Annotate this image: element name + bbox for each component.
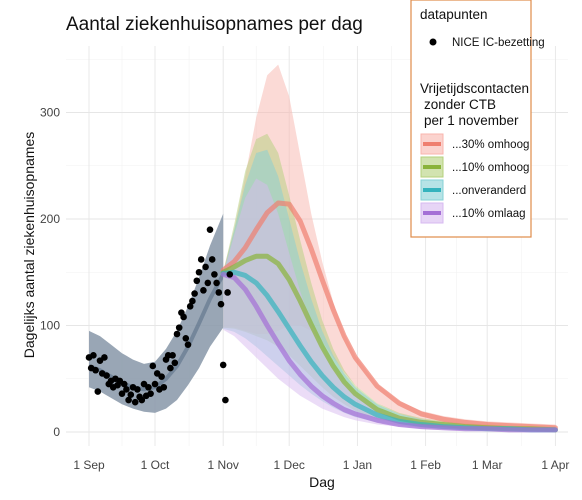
- data-point: [138, 396, 146, 404]
- data-point: [151, 380, 159, 388]
- data-point: [189, 297, 196, 305]
- data-point: [213, 279, 220, 287]
- data-point: [90, 352, 97, 359]
- data-point: [147, 390, 154, 397]
- scenario-line-0: [220, 200, 558, 431]
- y-tick-label: 200: [40, 212, 60, 226]
- x-tick-label: 1 Mar: [472, 458, 503, 472]
- scenario-line-3: [220, 271, 558, 433]
- data-point: [92, 366, 99, 374]
- data-point: [200, 287, 207, 294]
- data-point: [206, 226, 214, 233]
- chart-title: Aantal ziekenhuisopnames per dag: [66, 14, 363, 35]
- legend-series-label: ...10% omhoog: [452, 162, 529, 174]
- data-point: [195, 268, 203, 276]
- data-point: [160, 383, 168, 391]
- x-axis-title: Dag: [309, 474, 335, 490]
- legend-series-label: ...onveranderd: [452, 185, 526, 197]
- y-axis-title: Dagelijks aantal ziekenhuisopnames: [21, 132, 37, 358]
- x-tick-label: 1 Feb: [410, 458, 441, 472]
- data-point: [118, 390, 126, 397]
- historic-fit-band: [89, 213, 224, 413]
- data-point: [149, 362, 157, 370]
- y-tick-label: 100: [40, 319, 60, 333]
- data-point: [222, 396, 229, 404]
- y-tick-label: 0: [53, 425, 60, 439]
- data-point: [215, 289, 223, 296]
- data-point: [120, 380, 128, 388]
- legend-point-marker: [429, 38, 437, 46]
- data-point: [217, 300, 225, 308]
- data-point: [186, 303, 194, 310]
- legend: datapunten NICE IC-bezetting Vrijetijdsc…: [410, 0, 545, 238]
- scenario-band-3: [223, 178, 556, 431]
- legend-scenario-title-3: per 1 november: [424, 113, 519, 128]
- data-point: [184, 341, 192, 348]
- data-point: [127, 391, 135, 399]
- legend-points-title: datapunten: [420, 7, 488, 22]
- y-tick-label: 300: [40, 106, 60, 120]
- data-point: [125, 396, 132, 404]
- data-point: [211, 271, 218, 278]
- data-point: [175, 324, 183, 331]
- x-tick-label: 1 Oct: [141, 458, 170, 472]
- data-point: [158, 373, 165, 380]
- data-point: [103, 372, 110, 379]
- data-point: [169, 352, 176, 359]
- legend-points-label: NICE IC-bezetting: [452, 37, 545, 49]
- x-tick-label: 1 Apr: [541, 458, 569, 472]
- data-point: [226, 271, 234, 278]
- data-point: [193, 277, 201, 285]
- legend-scenario-title-1: Vrijetijdscontacten: [420, 81, 529, 96]
- data-point: [204, 279, 212, 287]
- data-point: [197, 256, 205, 263]
- data-point: [173, 330, 181, 338]
- data-point: [123, 386, 130, 393]
- data-point: [182, 334, 190, 342]
- data-point: [191, 290, 198, 297]
- legend-series-label: ...10% omlaag: [452, 208, 526, 220]
- data-point: [131, 398, 139, 406]
- legend-series-label: ...30% omhoog: [452, 139, 529, 151]
- data-point: [134, 386, 141, 393]
- data-point: [145, 383, 152, 391]
- data-point: [202, 263, 209, 271]
- data-point: [171, 359, 179, 367]
- data-point: [208, 256, 216, 263]
- x-tick-label: 1 Jan: [343, 458, 372, 472]
- x-tick-label: 1 Nov: [208, 458, 239, 472]
- data-point: [167, 364, 174, 372]
- data-point: [94, 388, 102, 395]
- data-point: [219, 361, 227, 369]
- data-point: [101, 354, 108, 361]
- data-point: [224, 289, 231, 296]
- x-tick-label: 1 Dec: [274, 458, 305, 472]
- x-tick-label: 1 Sep: [73, 458, 105, 472]
- data-point: [180, 313, 187, 321]
- legend-scenario-title-2: zonder CTB: [424, 97, 496, 112]
